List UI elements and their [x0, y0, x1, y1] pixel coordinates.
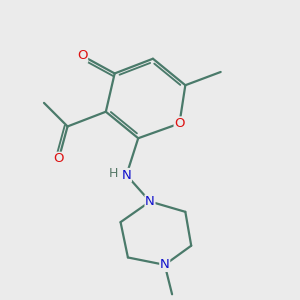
- Text: O: O: [77, 49, 88, 62]
- Text: H: H: [109, 167, 118, 180]
- Text: O: O: [174, 117, 185, 130]
- Text: O: O: [53, 152, 64, 165]
- Text: N: N: [145, 195, 155, 208]
- Text: N: N: [160, 258, 169, 271]
- Text: N: N: [122, 169, 131, 182]
